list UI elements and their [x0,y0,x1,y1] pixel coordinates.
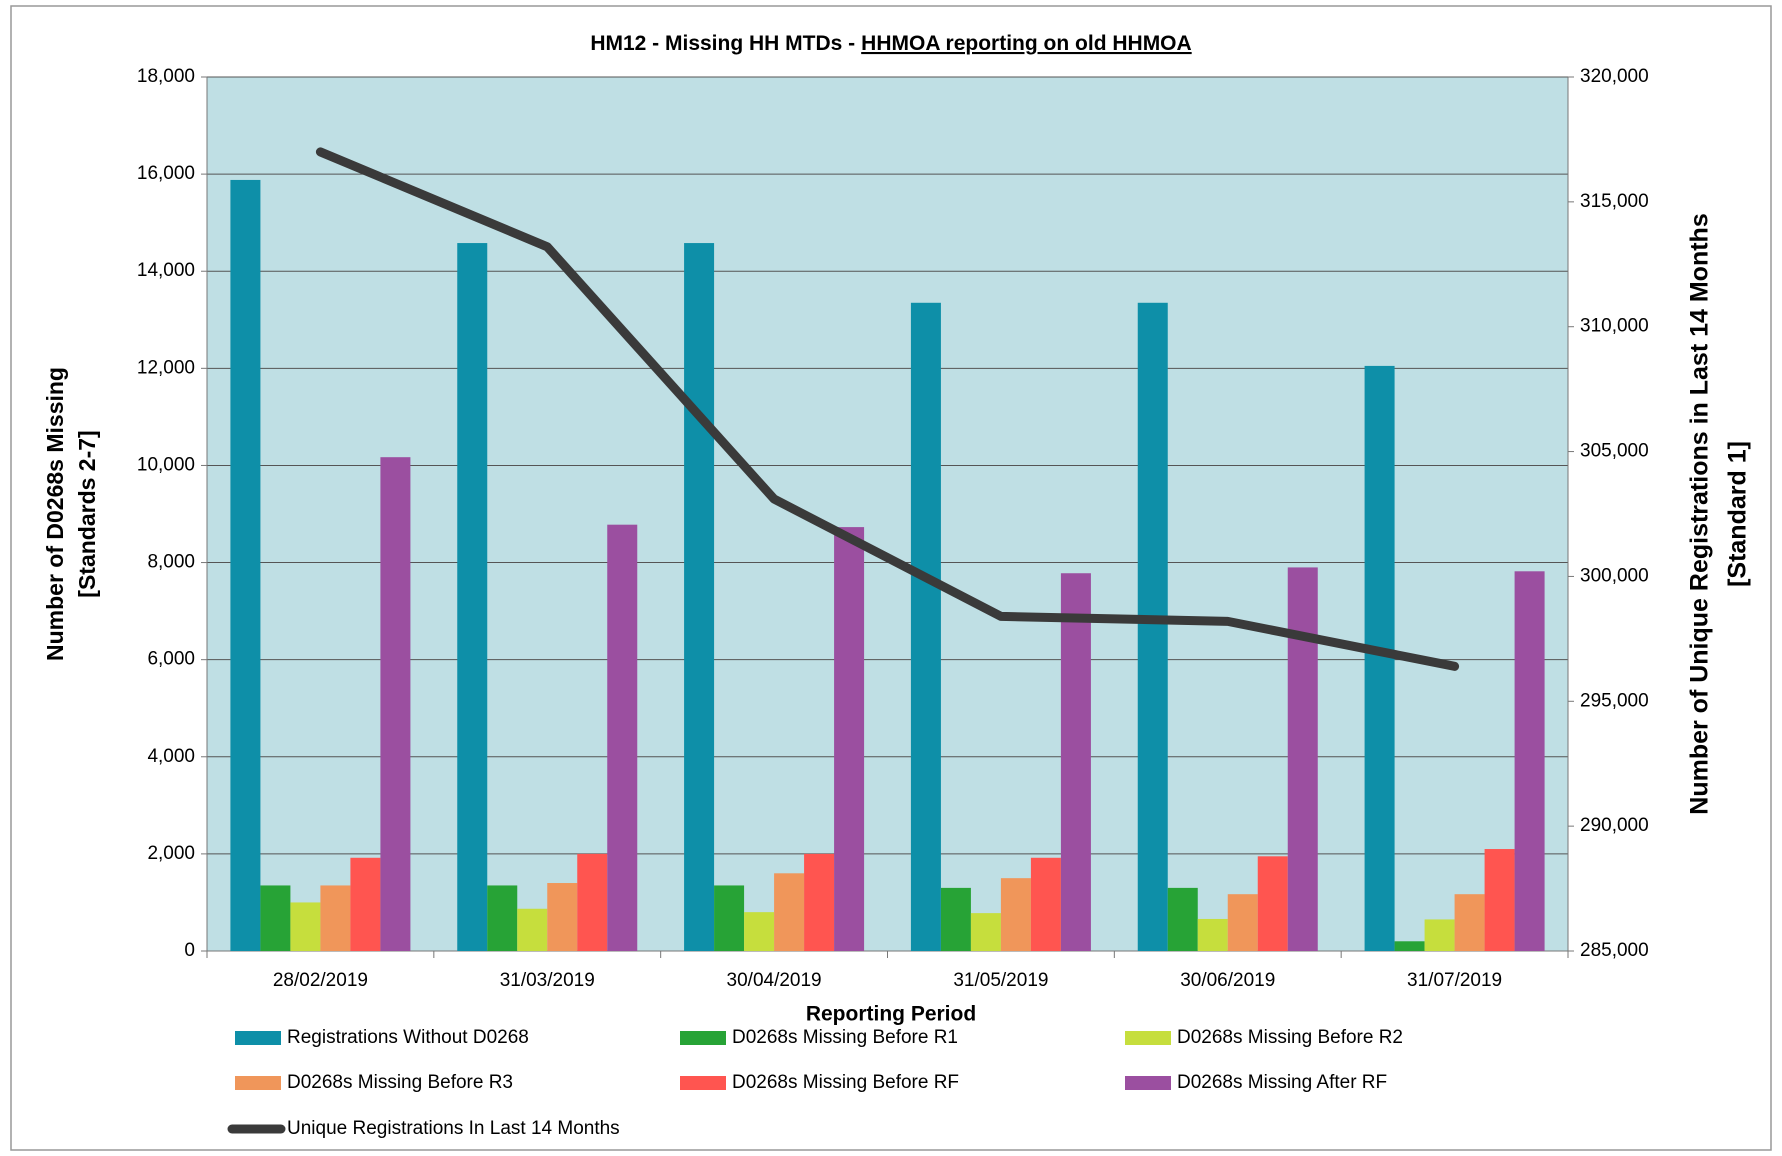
y-tick-label: 8,000 [147,552,195,573]
bar [290,902,321,951]
bar [910,302,941,951]
y2-tick-label: 305,000 [1580,441,1649,462]
legend-swatch [235,1031,281,1045]
bar [1287,567,1318,951]
legend-swatch [235,1076,281,1090]
legend-swatch [1125,1076,1171,1090]
legend-swatch [680,1076,726,1090]
y-tick-label: 18,000 [137,66,195,87]
legend-label: D0268s Missing Before RF [732,1072,959,1093]
y-tick-label: 4,000 [147,746,195,767]
x-tick-label: 31/05/2019 [953,970,1048,991]
bar [1060,573,1091,951]
y2-tick-label: 290,000 [1580,815,1649,836]
legend-label: D0268s Missing Before R3 [287,1072,513,1093]
y2-tick-label: 295,000 [1580,690,1649,711]
y2-tick-label: 310,000 [1580,316,1649,337]
x-tick-label: 30/04/2019 [727,970,822,991]
y-axis-label: [Standards 2-7] [74,430,100,597]
bar [1424,919,1455,951]
bar [230,179,261,952]
legend-swatch [1125,1031,1171,1045]
x-axis-label: Reporting Period [806,1003,976,1026]
y-tick-label: 6,000 [147,649,195,670]
bar [517,908,548,951]
bar [320,885,351,951]
bar [1484,849,1515,951]
y-tick-label: 2,000 [147,843,195,864]
bar [1514,571,1545,951]
legend-label: Registrations Without D0268 [287,1027,529,1048]
bar [1197,918,1228,951]
legend-label: Unique Registrations In Last 14 Months [287,1118,620,1139]
bar [1227,894,1258,951]
bar [744,912,775,951]
y2-tick-label: 315,000 [1580,191,1649,212]
bar [940,887,971,951]
bar [834,527,865,951]
y-axis-label: Number of D0268s Missing [42,367,68,661]
y2-tick-label: 285,000 [1580,940,1649,961]
bar [714,885,745,951]
y-tick-label: 16,000 [137,163,195,184]
bar [1000,878,1031,951]
legend-label: D0268s Missing Before R2 [1177,1027,1403,1048]
bar [1394,941,1425,951]
bar [350,857,381,951]
x-tick-label: 31/03/2019 [500,970,595,991]
bar [547,883,578,951]
bar [804,853,835,951]
bar [1167,887,1198,951]
line-series [315,147,1460,671]
bar [1364,365,1395,952]
y2-tick-label: 300,000 [1580,565,1649,586]
legend-label: D0268s Missing After RF [1177,1072,1387,1093]
y2-axis-label: [Standard 1] [1724,441,1752,587]
y-tick-label: 0 [184,940,195,961]
bar [607,524,638,951]
x-tick-label: 30/06/2019 [1180,970,1275,991]
bar [684,243,715,951]
bar [457,243,488,951]
title-underlined: HHMOA reporting on old HHMOA [861,32,1192,55]
y2-axis-label: Number of Unique Registrations in Last 1… [1686,213,1714,814]
bar [260,885,291,951]
bar [774,873,805,951]
x-tick-label: 31/07/2019 [1407,970,1502,991]
bar [1137,302,1168,951]
legend-swatch [680,1031,726,1045]
chart-title: HM12 - Missing HH MTDs - HHMOA reporting … [590,32,1191,55]
bar [577,853,608,951]
x-tick-label: 28/02/2019 [273,970,368,991]
y-tick-label: 10,000 [137,454,195,475]
bar [970,913,1001,951]
bar [380,457,411,951]
y-tick-label: 14,000 [137,260,195,281]
bar [487,885,518,951]
bar [1454,894,1485,951]
title-plain: HM12 - Missing HH MTDs - [590,32,855,55]
bar [1257,856,1288,951]
y2-tick-label: 320,000 [1580,66,1649,87]
bar [1030,857,1061,951]
legend-label: D0268s Missing Before R1 [732,1027,958,1048]
plot-area [207,77,1568,951]
y-tick-label: 12,000 [137,357,195,378]
